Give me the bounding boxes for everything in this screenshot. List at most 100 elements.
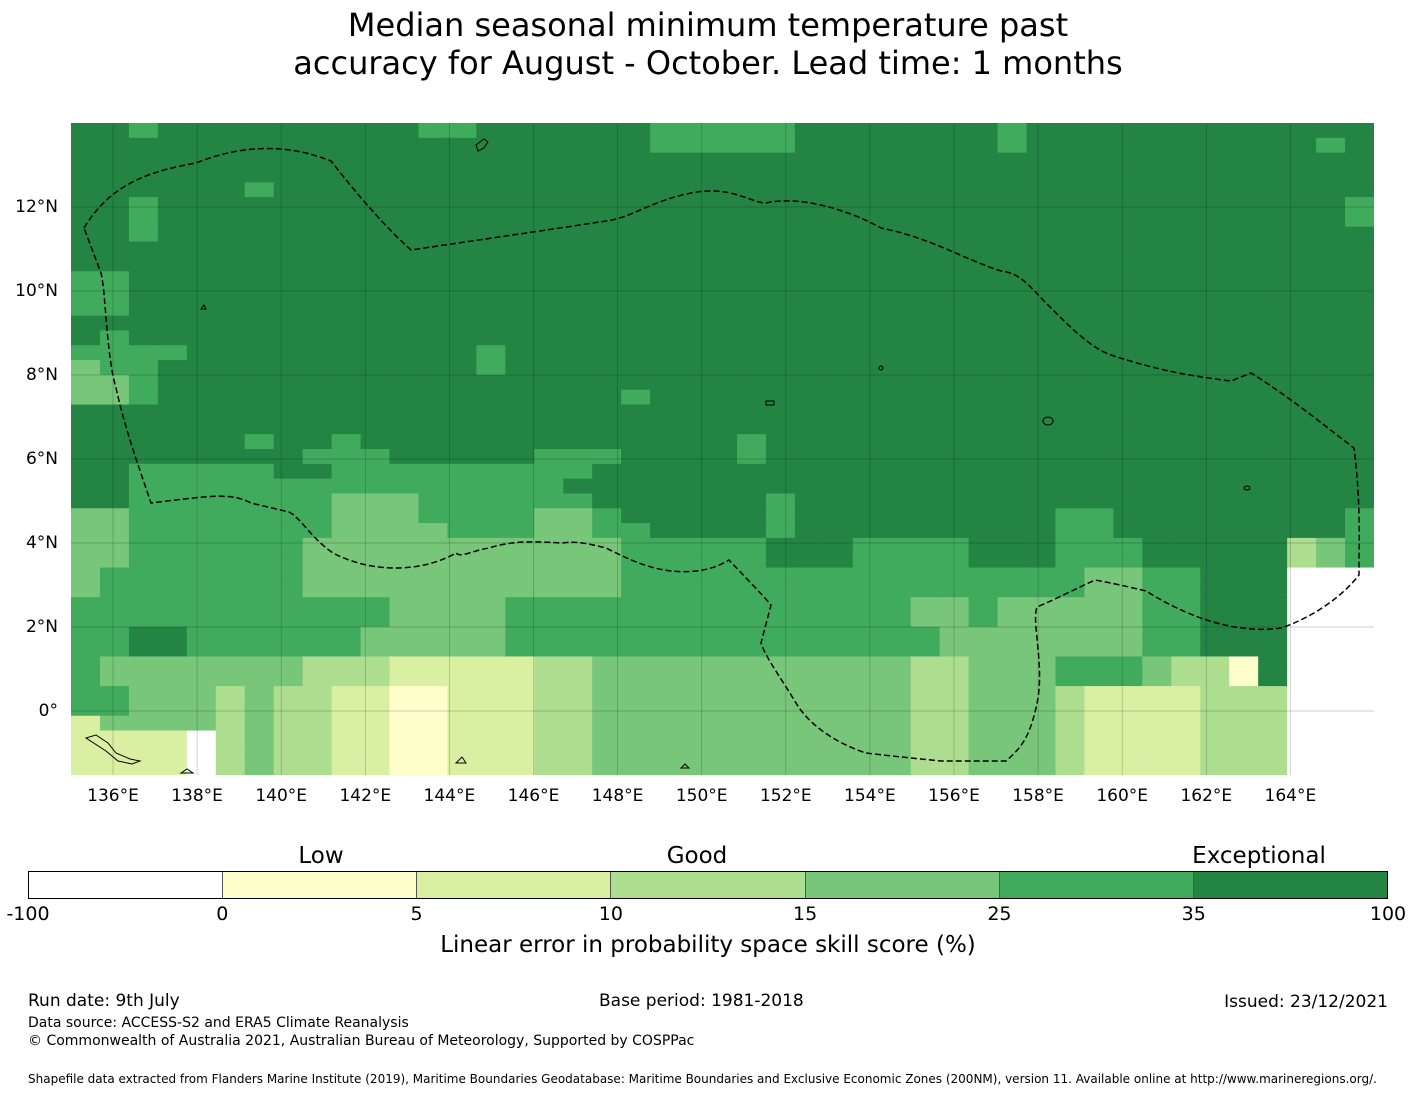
grid-cell (563, 241, 593, 257)
grid-cell (1026, 404, 1057, 420)
grid-cell (215, 226, 246, 243)
grid-cell (273, 597, 304, 613)
grid-cell (273, 360, 304, 376)
grid-cell (1200, 197, 1230, 213)
grid-cell (302, 137, 333, 154)
grid-cell (476, 523, 506, 539)
grid-cell (679, 508, 709, 524)
grid-cell (1084, 434, 1114, 450)
grid-cell (273, 552, 304, 569)
grid-cell (99, 567, 130, 583)
grid-cell (215, 597, 246, 613)
grid-cell (418, 715, 449, 732)
grid-cell (1316, 508, 1346, 524)
grid-cell (476, 389, 506, 406)
grid-cell (273, 419, 304, 435)
grid-cell (331, 730, 362, 746)
grid-cell (1345, 241, 1374, 257)
grid-cell (592, 286, 622, 302)
grid-cell (534, 315, 564, 332)
grid-cell (1200, 360, 1230, 376)
grid-cell (1084, 315, 1114, 332)
grid-cell (1345, 419, 1374, 435)
grid-cell (1200, 671, 1230, 687)
grid-cell (128, 686, 159, 702)
grid-cell (1229, 256, 1259, 272)
grid-cell (1316, 286, 1346, 302)
grid-cell (418, 626, 449, 643)
grid-cell (389, 552, 420, 569)
grid-cell (736, 434, 767, 450)
grid-cell (1258, 315, 1288, 332)
grid-cell (1229, 404, 1259, 420)
grid-cell (389, 360, 420, 376)
grid-cell (708, 256, 738, 272)
grid-cell (968, 656, 999, 672)
grid-cell (852, 315, 883, 332)
grid-cell (476, 374, 506, 391)
grid-cell (389, 123, 420, 139)
grid-cell (1142, 537, 1172, 554)
grid-cell (71, 256, 101, 272)
grid-cell (273, 271, 304, 287)
grid-cell (881, 523, 912, 539)
grid-cell (505, 167, 535, 183)
grid-cell (650, 552, 680, 569)
grid-cell (736, 300, 767, 317)
grid-cell (679, 686, 709, 702)
grid-cell (968, 552, 999, 569)
grid-cell (244, 152, 275, 169)
grid-cell (794, 211, 825, 228)
grid-cell (881, 330, 912, 346)
grid-cell (1200, 137, 1230, 154)
grid-cell (852, 686, 883, 702)
grid-cell (418, 256, 449, 272)
grid-cell (881, 612, 912, 628)
grid-cell (505, 582, 535, 598)
grid-cell (708, 300, 738, 317)
grid-cell (852, 463, 883, 480)
grid-cell (273, 286, 304, 302)
grid-cell (128, 211, 159, 228)
grid-cell (563, 167, 593, 183)
grid-cell (157, 271, 188, 287)
grid-cell (1229, 152, 1259, 169)
grid-cell (736, 463, 767, 480)
grid-cell (650, 508, 680, 524)
grid-cell (881, 374, 912, 391)
islands (84, 138, 1251, 774)
grid-cell (736, 582, 767, 598)
grid-cell (1171, 330, 1201, 346)
grid-cell (910, 137, 941, 154)
grid-cell (1084, 656, 1114, 672)
grid-cell (968, 123, 999, 139)
grid-cell (1258, 404, 1288, 420)
grid-cell (1142, 197, 1172, 213)
grid-cell (1171, 626, 1201, 643)
grid-cell (939, 567, 970, 583)
grid-cell (1200, 715, 1230, 732)
grid-cell (1229, 493, 1259, 509)
grid-cell (910, 715, 941, 732)
grid-cell (592, 493, 622, 509)
grid-cell (447, 434, 477, 450)
grid-cell (621, 345, 651, 361)
grid-cell (99, 419, 130, 435)
grid-cell (910, 508, 941, 524)
grid-cell (679, 537, 709, 554)
grid-cell (215, 152, 246, 169)
grid-cell (823, 137, 854, 154)
longitude-label: 150°E (675, 786, 728, 806)
grid-cell (99, 449, 130, 465)
grid-cell (215, 419, 246, 435)
grid-cell (331, 597, 362, 613)
grid-cell (852, 508, 883, 524)
grid-cell (1142, 404, 1172, 420)
grid-cell (939, 671, 970, 687)
grid-cell (592, 345, 622, 361)
grid-cell (476, 597, 506, 613)
grid-cell (244, 374, 275, 391)
grid-cell (215, 641, 246, 658)
grid-cell (968, 537, 999, 554)
grid-cell (708, 463, 738, 480)
